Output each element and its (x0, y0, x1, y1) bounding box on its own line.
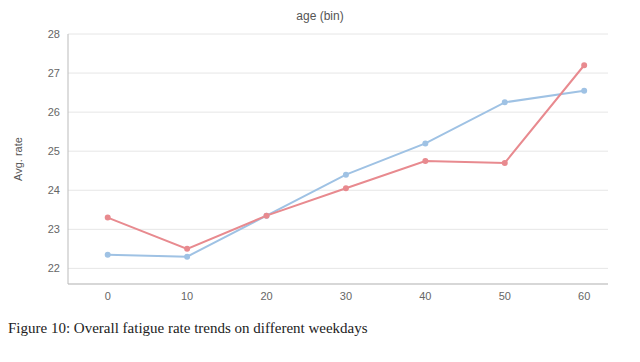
svg-text:50: 50 (499, 290, 511, 302)
html-text:age (bin): age (bin) (296, 9, 344, 23)
svg-text:10: 10 (181, 290, 193, 302)
svg-text:40: 40 (419, 290, 431, 302)
svg-text:27: 27 (48, 67, 60, 79)
svg-text:20: 20 (260, 290, 272, 302)
svg-text:25: 25 (48, 145, 60, 157)
svg-text:23: 23 (48, 223, 60, 235)
svg-text:22: 22 (48, 262, 60, 274)
svg-text:30: 30 (340, 290, 352, 302)
svg-text:Avg. rate: Avg. rate (12, 137, 24, 181)
svg-text:0: 0 (105, 290, 111, 302)
svg-text:24: 24 (48, 184, 60, 196)
svg-text:26: 26 (48, 106, 60, 118)
svg-text:60: 60 (578, 290, 590, 302)
html-text:Figure 10: Overall fatigue rat: Figure 10: Overall fatigue rate trends o… (8, 320, 368, 336)
svg-text:28: 28 (48, 28, 60, 40)
